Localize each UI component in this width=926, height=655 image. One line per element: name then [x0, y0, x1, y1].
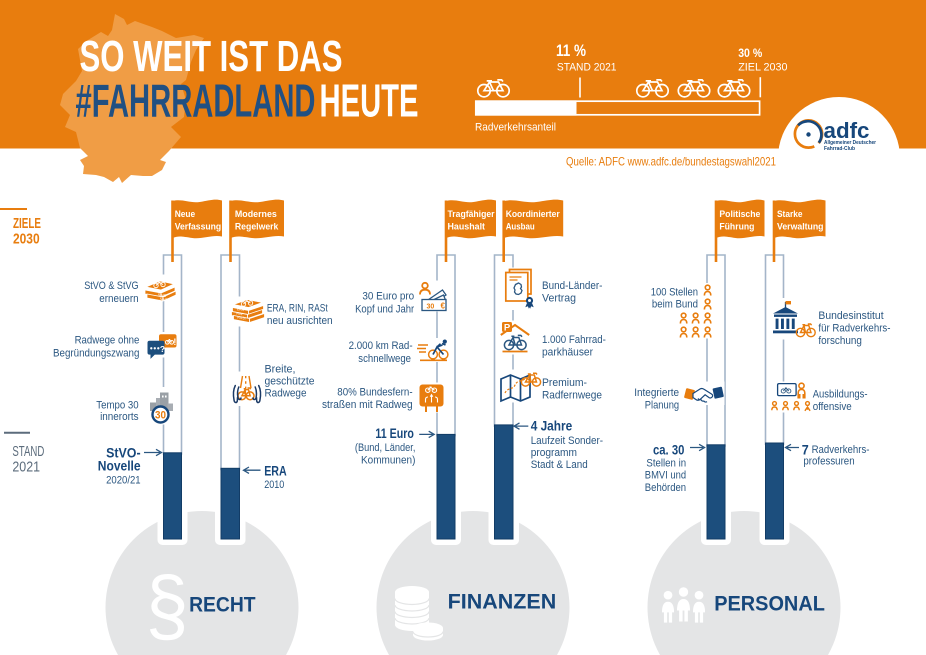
svg-text:FINANZEN: FINANZEN: [448, 590, 557, 614]
svg-text:P: P: [504, 322, 511, 333]
svg-text:Radwege ohne: Radwege ohne: [75, 334, 140, 346]
svg-text:Allgemeiner Deutscher: Allgemeiner Deutscher: [824, 140, 877, 146]
svg-text:30: 30: [155, 410, 166, 422]
svg-text:Haushalt: Haushalt: [448, 222, 486, 233]
svg-text:2.000 km Rad-: 2.000 km Rad-: [349, 340, 413, 352]
svg-text:2021: 2021: [12, 460, 40, 476]
svg-text:STAND 2021: STAND 2021: [557, 62, 617, 74]
svg-text:Führung: Führung: [719, 222, 754, 233]
svg-text:ERA, RIN, RASt: ERA, RIN, RASt: [267, 303, 328, 315]
svg-text:Radwege: Radwege: [265, 388, 307, 400]
svg-text:professuren: professuren: [803, 456, 854, 468]
svg-text:Regelwerk: Regelwerk: [235, 222, 279, 233]
svg-text:STAND: STAND: [12, 444, 44, 460]
svg-text:!: !: [173, 337, 176, 347]
svg-text:Kommunen): Kommunen): [361, 455, 416, 467]
svg-text:offensive: offensive: [813, 401, 852, 413]
svg-text:HEUTE: HEUTE: [320, 75, 419, 127]
svg-text:ZIELE: ZIELE: [13, 216, 41, 232]
svg-text:Radverkehrs-: Radverkehrs-: [812, 444, 870, 456]
svg-text:11 %: 11 %: [556, 42, 586, 60]
svg-text:Bund-Länder-: Bund-Länder-: [542, 280, 603, 292]
svg-text:Behörden: Behörden: [645, 482, 686, 494]
svg-text:programm: programm: [531, 447, 577, 459]
svg-text:?: ?: [160, 344, 165, 354]
svg-text:Planung: Planung: [645, 400, 679, 412]
svg-text:Fahrrad-Club: Fahrrad-Club: [824, 146, 855, 152]
svg-text:§: §: [146, 559, 189, 650]
svg-text:neu ausrichten: neu ausrichten: [267, 315, 333, 327]
svg-text:ZIEL 2030: ZIEL 2030: [738, 62, 787, 74]
svg-text:2010: 2010: [264, 479, 284, 491]
svg-text:parkhäuser: parkhäuser: [542, 347, 593, 359]
svg-text:SO WEIT IST DAS: SO WEIT IST DAS: [80, 33, 343, 81]
svg-text:ca. 30: ca. 30: [653, 442, 684, 457]
svg-text:Integrierte: Integrierte: [634, 387, 679, 399]
svg-text:Ausbau: Ausbau: [506, 222, 535, 233]
svg-text:Verwaltung: Verwaltung: [777, 222, 824, 233]
svg-text:StVG: StVG: [159, 297, 168, 302]
svg-text:Neue: Neue: [175, 209, 196, 220]
svg-text:erneuern: erneuern: [99, 293, 138, 305]
svg-text:Modernes: Modernes: [235, 209, 277, 220]
svg-text:StVO: StVO: [157, 293, 166, 298]
svg-text:Kopf und Jahr: Kopf und Jahr: [355, 303, 414, 315]
svg-text:RASt: RASt: [237, 315, 246, 320]
svg-text:(Bund, Länder,: (Bund, Länder,: [355, 442, 416, 454]
svg-text:beim Bund: beim Bund: [652, 299, 698, 311]
svg-text:Starke: Starke: [777, 209, 803, 220]
svg-text:Radfernwege: Radfernwege: [542, 390, 602, 402]
svg-text:Quelle: ADFC www.adfc.de/bunde: Quelle: ADFC www.adfc.de/bundestagswahl2…: [566, 155, 776, 169]
svg-text:PERSONAL: PERSONAL: [714, 592, 825, 616]
svg-text:forschung: forschung: [818, 335, 862, 347]
svg-text:Verfassung: Verfassung: [175, 222, 222, 233]
svg-text:#FAHRRADLAND: #FAHRRADLAND: [76, 75, 316, 127]
svg-text:straßen mit Radweg: straßen mit Radweg: [322, 399, 413, 411]
svg-text:geschützte: geschützte: [265, 376, 315, 388]
svg-text:11 Euro: 11 Euro: [375, 426, 414, 441]
svg-text:Ausbildungs-: Ausbildungs-: [813, 389, 868, 401]
svg-text:StVO-: StVO-: [106, 446, 141, 461]
svg-text:€: €: [441, 302, 446, 311]
svg-text:80% Bundesfern-: 80% Bundesfern-: [337, 386, 413, 398]
svg-text:Bundesinstitut: Bundesinstitut: [818, 310, 884, 322]
svg-text:Begründungszwang: Begründungszwang: [53, 347, 139, 359]
svg-text:adfc: adfc: [824, 118, 870, 143]
svg-text:Tragfähiger: Tragfähiger: [448, 209, 495, 220]
svg-text:StVO & StVG: StVO & StVG: [84, 280, 138, 292]
svg-text:innerorts: innerorts: [100, 411, 139, 423]
svg-text:100 Stellen: 100 Stellen: [651, 287, 698, 299]
svg-text:RIN: RIN: [236, 311, 243, 316]
svg-text:30 Euro pro: 30 Euro pro: [362, 291, 414, 303]
svg-text:7: 7: [802, 443, 809, 458]
svg-text:RECHT: RECHT: [189, 593, 256, 617]
svg-text:30 %: 30 %: [738, 46, 762, 60]
svg-text:BMVI und: BMVI und: [645, 470, 686, 482]
svg-text:4 Jahre: 4 Jahre: [531, 419, 573, 434]
svg-text:Premium-: Premium-: [542, 377, 587, 389]
svg-text:ERA: ERA: [264, 463, 287, 478]
svg-text:Breite,: Breite,: [265, 363, 296, 375]
svg-text:Novelle: Novelle: [98, 459, 141, 474]
svg-text:schnellwege: schnellwege: [358, 353, 411, 365]
svg-text:ERA: ERA: [237, 307, 245, 312]
svg-text:Stellen in: Stellen in: [646, 457, 686, 469]
svg-text:Laufzeit Sonder-: Laufzeit Sonder-: [531, 435, 604, 447]
svg-text:Vertrag: Vertrag: [542, 293, 576, 305]
svg-text:Radverkehrsanteil: Radverkehrsanteil: [475, 122, 556, 134]
svg-text:für Radverkehrs-: für Radverkehrs-: [818, 323, 890, 335]
svg-text:Tempo 30: Tempo 30: [96, 400, 138, 412]
svg-text:30: 30: [427, 303, 435, 310]
svg-text:2030: 2030: [13, 232, 40, 248]
svg-text:1.000 Fahrrad-: 1.000 Fahrrad-: [542, 334, 606, 346]
svg-text:Koordinierter: Koordinierter: [506, 209, 560, 220]
svg-text:2020/21: 2020/21: [106, 475, 141, 487]
svg-text:Politische: Politische: [719, 209, 760, 220]
svg-text:Stadt & Land: Stadt & Land: [531, 459, 588, 471]
